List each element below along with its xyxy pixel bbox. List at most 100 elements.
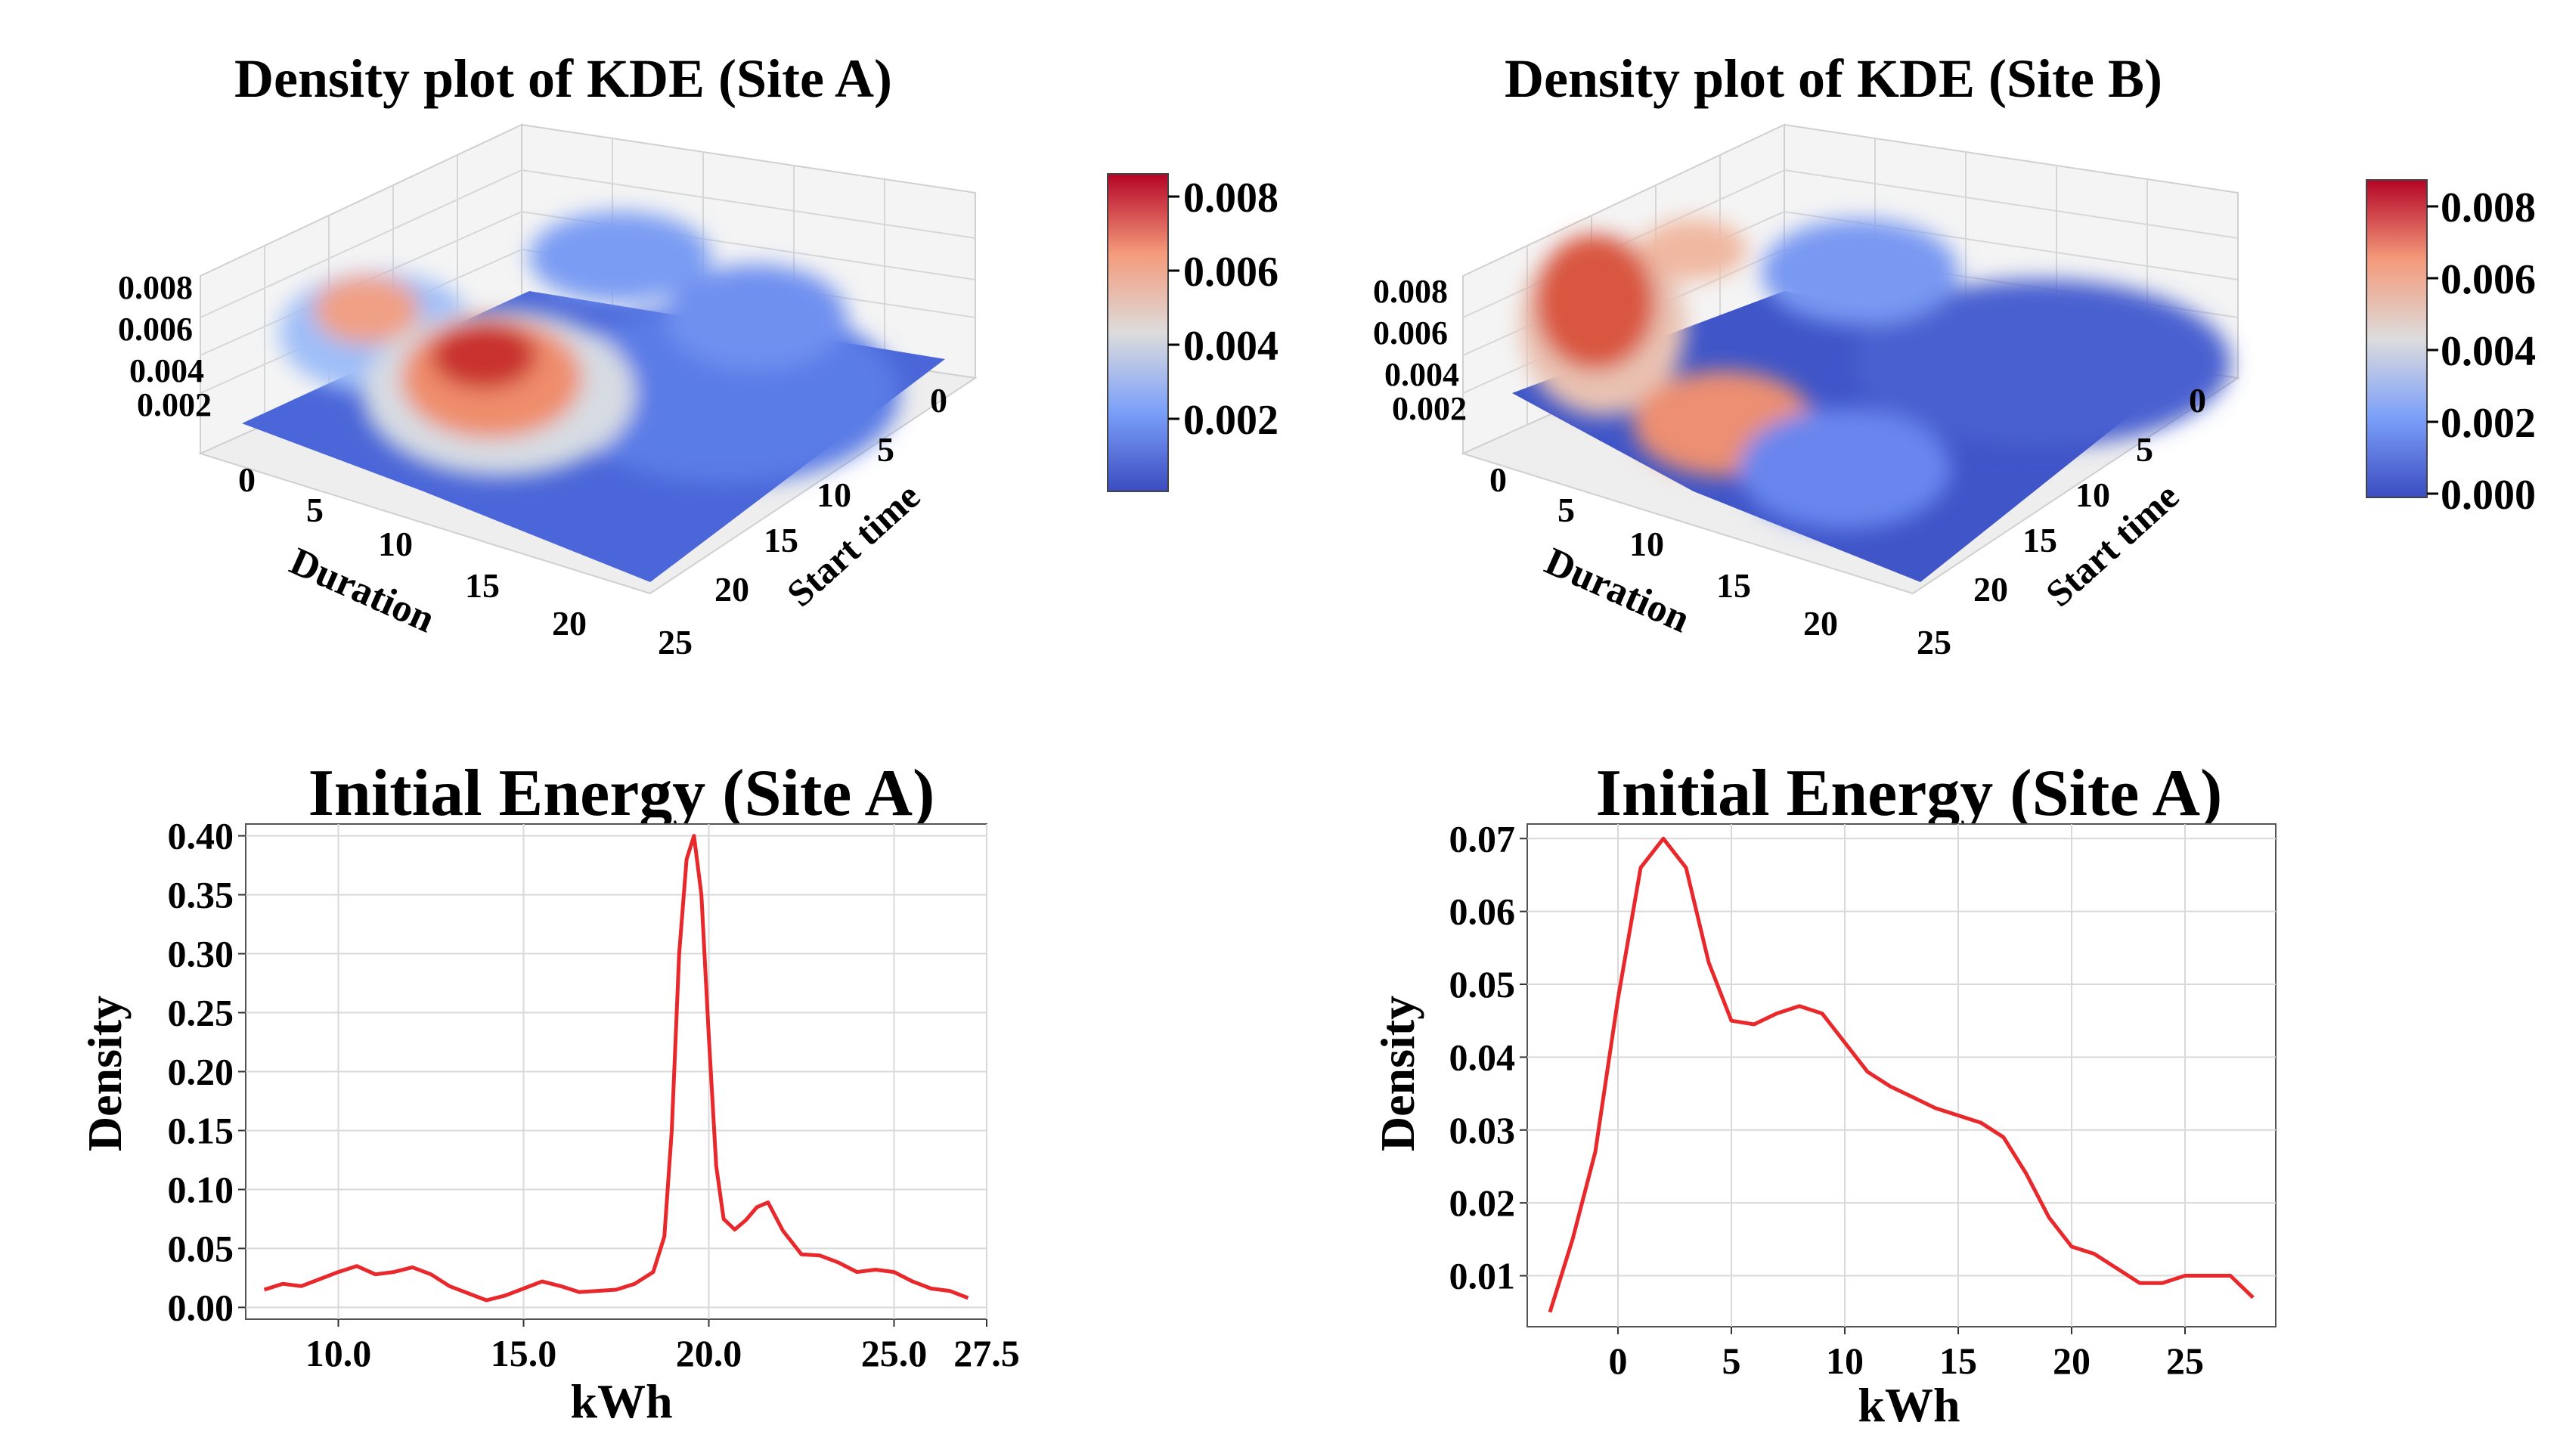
y-tick-label: 0.07 <box>1449 817 1516 860</box>
z-axis-ticks: 0.008 0.006 0.004 0.002 <box>1373 273 1467 427</box>
kde-surface-chart-site-a: Density plot of KDE (Site A) <box>118 48 1278 661</box>
y-tick: 15 <box>764 521 798 559</box>
x-tick-label: 25.0 <box>861 1332 928 1374</box>
z-tick: 0.004 <box>1384 356 1459 393</box>
y-tick-label: 0.04 <box>1449 1036 1516 1078</box>
z-tick: 0.008 <box>1373 273 1448 310</box>
chart-title: Initial Energy (Site A) <box>1596 757 2223 830</box>
y-tick-label: 0.01 <box>1449 1255 1516 1297</box>
density-surface <box>242 212 945 582</box>
z-tick: 0.008 <box>118 269 193 306</box>
chart-title: Density plot of KDE (Site A) <box>234 48 892 109</box>
y-tick-label: 0.30 <box>168 933 234 975</box>
x-tick-label: 27.5 <box>953 1332 1020 1374</box>
initial-energy-chart-right: Initial Energy (Site A) 0.01 0.02 0.03 0.04… <box>1371 757 2277 1432</box>
x-tick: 10 <box>378 525 413 563</box>
y-axis-ticks: 0 5 10 15 20 25 <box>658 381 947 661</box>
initial-energy-chart-left: Initial Energy (Site A) 0.00 0.05 0.10 0.15… <box>78 757 1020 1428</box>
x-tick: 10 <box>1629 525 1664 563</box>
y-tick-label: 0.20 <box>168 1051 234 1093</box>
z-tick: 0.002 <box>137 386 212 423</box>
x-tick: 5 <box>1557 491 1575 529</box>
y-tick-label: 0.25 <box>168 992 234 1034</box>
y-axis-label: Density <box>78 996 132 1151</box>
x-tick-label: 20.0 <box>676 1332 742 1374</box>
x-tick: 15 <box>465 566 500 605</box>
colorbar-tick: 0.006 <box>2441 256 2536 303</box>
y-axis-label: Density <box>1371 996 1424 1151</box>
colorbar-tick: 0.002 <box>1183 397 1278 444</box>
x-axis-ticks: 10.0 15.0 20.0 25.0 27.5 <box>305 1319 1020 1374</box>
density-curve <box>263 834 969 1303</box>
y-tick-label: 0.15 <box>168 1109 234 1151</box>
x-tick-label: 15 <box>1939 1340 1977 1382</box>
y-tick-label: 0.02 <box>1449 1182 1516 1224</box>
colorbar-tick: 0.006 <box>1183 249 1278 296</box>
grid-lines <box>1527 824 2276 1327</box>
y-tick-label: 0.10 <box>168 1168 234 1210</box>
x-axis-ticks: 0 5 10 15 20 25 <box>1609 1327 2204 1382</box>
x-tick: 5 <box>306 491 324 529</box>
x-axis-label: kWh <box>1858 1378 1960 1432</box>
y-tick-label: 0.03 <box>1449 1109 1516 1151</box>
x-tick-label: 25 <box>2166 1340 2204 1382</box>
colorbar-tick: 0.002 <box>2441 400 2536 447</box>
y-tick-label: 0.05 <box>168 1227 234 1269</box>
y-tick: 20 <box>1973 570 2008 609</box>
x-axis-label: Duration <box>284 540 441 641</box>
x-tick-label: 5 <box>1722 1340 1741 1382</box>
x-tick-label: 15.0 <box>491 1332 557 1374</box>
y-tick: 10 <box>817 476 851 514</box>
y-axis-ticks: 0.00 0.05 0.10 0.15 0.20 0.25 0.30 0.35 0.40 <box>168 815 246 1328</box>
x-tick-label: 0 <box>1609 1340 1628 1382</box>
x-axis-label: Duration <box>1539 540 1696 641</box>
colorbar-tick: 0.008 <box>2441 184 2536 231</box>
chart-title: Density plot of KDE (Site B) <box>1505 48 2162 109</box>
x-tick: 0 <box>238 460 256 499</box>
kde-surface-chart-site-b: Density plot of KDE (Site B) <box>1373 48 2536 661</box>
z-axis-ticks: 0.008 0.006 0.004 0.002 <box>118 269 212 423</box>
x-axis-label: kWh <box>570 1374 672 1428</box>
x-tick-label: 10 <box>1826 1340 1864 1382</box>
z-tick: 0.002 <box>1392 390 1467 427</box>
z-tick: 0.006 <box>1373 314 1448 352</box>
y-axis-label: Start time <box>779 475 928 615</box>
y-tick: 5 <box>877 430 894 469</box>
y-axis-ticks: 0.01 0.02 0.03 0.04 0.05 0.06 0.07 <box>1449 817 1527 1297</box>
y-tick: 25 <box>1917 623 1951 661</box>
density-surface <box>1512 219 2230 582</box>
y-tick-label: 0.35 <box>168 874 234 916</box>
y-tick: 25 <box>658 623 693 661</box>
colorbar-tick: 0.004 <box>1183 323 1278 370</box>
x-tick-label: 20 <box>2053 1340 2091 1382</box>
x-axis-ticks: 0 5 10 15 20 <box>1489 460 1838 643</box>
x-tick: 20 <box>552 604 587 643</box>
y-tick: 5 <box>2136 430 2153 469</box>
z-tick: 0.004 <box>129 352 204 389</box>
z-tick: 0.006 <box>118 311 193 348</box>
colorbar: 0.008 0.006 0.004 0.002 0.000 <box>2366 179 2536 519</box>
y-tick: 0 <box>930 381 947 420</box>
chart-title: Initial Energy (Site A) <box>308 757 935 830</box>
y-tick: 0 <box>2189 381 2206 420</box>
plot-area <box>1526 823 2277 1327</box>
x-tick: 15 <box>1716 566 1751 605</box>
y-tick-label: 0.40 <box>168 815 234 857</box>
colorbar: 0.008 0.006 0.004 0.002 <box>1107 173 1278 492</box>
x-tick: 0 <box>1489 460 1507 499</box>
y-tick-label: 0.00 <box>168 1286 234 1328</box>
colorbar-tick: 0.004 <box>2441 328 2536 375</box>
colorbar-tick: 0.008 <box>1183 175 1278 221</box>
x-axis-ticks: 0 5 10 15 20 <box>238 460 587 643</box>
grid-lines <box>246 824 987 1319</box>
y-tick: 15 <box>2022 521 2057 559</box>
y-tick: 20 <box>714 570 749 609</box>
colorbar-tick: 0.000 <box>2441 472 2536 519</box>
x-tick-label: 10.0 <box>305 1332 372 1374</box>
x-tick: 20 <box>1803 604 1838 643</box>
y-tick-label: 0.05 <box>1449 963 1516 1005</box>
y-axis-ticks: 0 5 10 15 20 25 <box>1917 381 2206 661</box>
y-tick-label: 0.06 <box>1449 891 1516 933</box>
y-tick: 10 <box>2075 476 2110 514</box>
